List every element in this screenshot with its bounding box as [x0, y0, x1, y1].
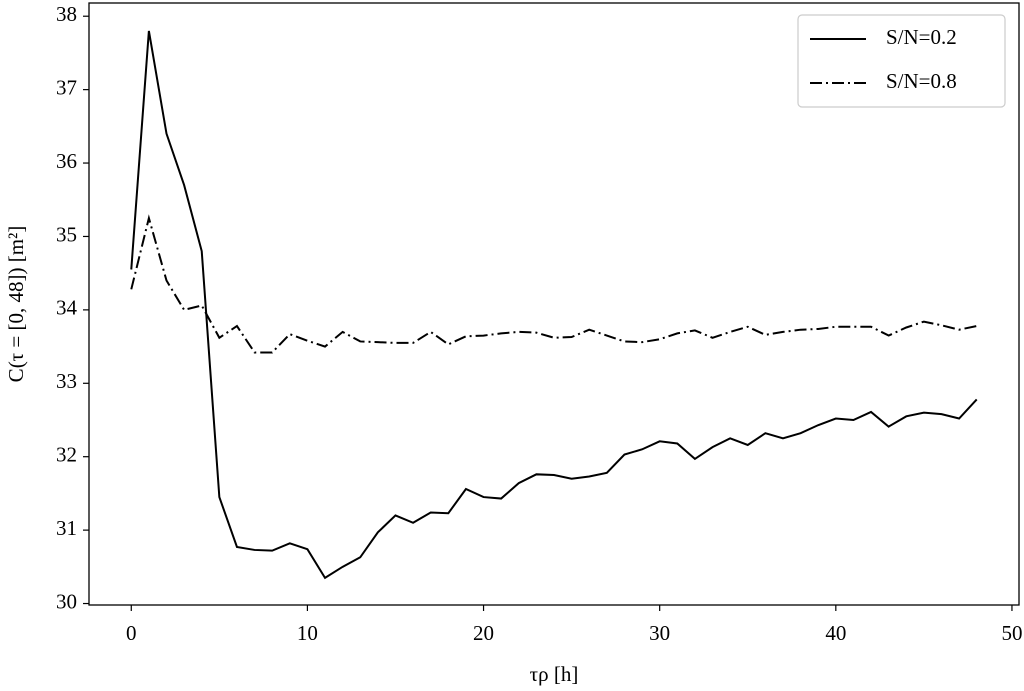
data-line	[130, 214, 977, 354]
x-tick-label: 10	[297, 621, 318, 645]
x-tick-label: 20	[473, 621, 494, 645]
plot-frame	[88, 2, 1020, 606]
data-line	[130, 30, 978, 580]
y-tick-label: 37	[56, 75, 77, 99]
x-tick-label: 0	[126, 621, 137, 645]
y-tick-label: 32	[56, 443, 77, 467]
x-tick-label: 30	[649, 621, 670, 645]
x-tick-label: 40	[825, 621, 846, 645]
y-tick-label: 34	[56, 296, 78, 320]
y-tick-label: 35	[56, 222, 77, 246]
legend-label: S/N=0.8	[886, 69, 957, 93]
y-tick-label: 31	[56, 516, 77, 540]
x-tick-label: 50	[1001, 621, 1022, 645]
y-tick-label: 36	[56, 149, 77, 173]
legend-label: S/N=0.2	[886, 25, 957, 49]
y-tick-label: 38	[56, 2, 77, 26]
y-tick-label: 30	[56, 589, 77, 613]
x-axis-label: τρ [h]	[530, 662, 579, 686]
y-axis-label: C(τ = [0, 48]) [m²]	[4, 226, 28, 383]
y-tick-label: 33	[56, 369, 77, 393]
